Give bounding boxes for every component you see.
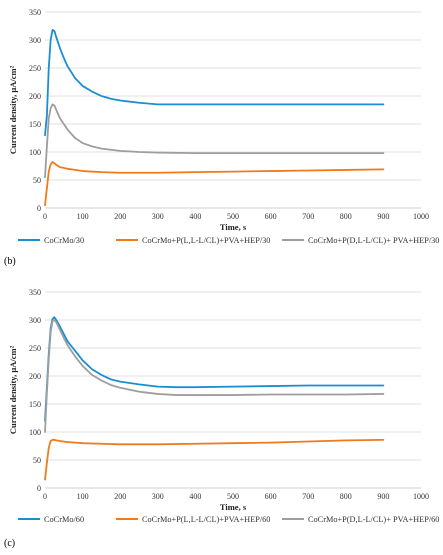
y-tick-label: 300 — [29, 36, 41, 45]
legend-label-2: CoCrMo+P(D,L-L/CL)+ PVA+HEP/30 — [308, 236, 439, 245]
x-tick-label: 1000 — [413, 492, 429, 501]
x-tick-label: 900 — [377, 492, 389, 501]
chart-panel-0: 0 50 100 150 200 250 300 350 0 100 200 300 400 500 600… — [8, 8, 439, 245]
panel-label-b: (b) — [4, 256, 16, 267]
series-line-2 — [44, 103, 385, 179]
x-tick-label: 500 — [227, 212, 239, 221]
x-tick-label: 600 — [265, 212, 277, 221]
x-tick-label: 700 — [302, 492, 314, 501]
x-tick-label: 100 — [77, 212, 89, 221]
legend-label-2: CoCrMo+P(D,L-L/CL)+ PVA+HEP/60 — [308, 515, 439, 524]
panel-label-c: (c) — [4, 538, 16, 549]
x-tick-label: 400 — [189, 492, 201, 501]
x-axis-title: Time, s — [220, 502, 247, 512]
series-line-1 — [44, 438, 385, 481]
y-axis-title: Current density, µA/cm² — [8, 65, 18, 154]
legend-label-1: CoCrMo+P(L,L-L/CL)+PVA+HEP/60 — [142, 515, 270, 524]
y-tick-label: 50 — [33, 456, 41, 465]
y-tick-label: 200 — [29, 372, 41, 381]
x-tick-label: 0 — [43, 212, 47, 221]
x-tick-label: 200 — [114, 492, 126, 501]
legend-label-0: CoCrMo/60 — [44, 515, 84, 524]
series-line-0 — [44, 316, 385, 422]
y-tick-label: 0 — [37, 484, 41, 493]
x-tick-label: 0 — [43, 492, 47, 501]
y-tick-label: 300 — [29, 316, 41, 325]
y-tick-label: 100 — [29, 148, 41, 157]
x-tick-label: 300 — [152, 212, 164, 221]
legend-label-0: CoCrMo/30 — [44, 236, 84, 245]
series-line-0 — [44, 29, 385, 137]
y-axis-title: Current density, µA/cm² — [8, 345, 18, 434]
x-tick-label: 300 — [152, 492, 164, 501]
y-tick-label: 150 — [29, 120, 41, 129]
x-axis-title: Time, s — [220, 222, 247, 232]
x-tick-label: 200 — [114, 212, 126, 221]
y-tick-label: 350 — [29, 8, 41, 17]
y-tick-label: 250 — [29, 64, 41, 73]
x-tick-label: 100 — [77, 492, 89, 501]
y-tick-label: 200 — [29, 92, 41, 101]
x-tick-label: 800 — [340, 492, 352, 501]
x-tick-label: 900 — [377, 212, 389, 221]
y-tick-label: 100 — [29, 428, 41, 437]
x-tick-label: 600 — [265, 492, 277, 501]
x-tick-label: 400 — [189, 212, 201, 221]
x-tick-label: 800 — [340, 212, 352, 221]
y-tick-label: 50 — [33, 176, 41, 185]
series-line-1 — [44, 161, 385, 207]
y-tick-label: 0 — [37, 204, 41, 213]
series-line-2 — [44, 319, 385, 433]
legend-label-1: CoCrMo+P(L,L-L/CL)+PVA+HEP/30 — [142, 236, 270, 245]
x-tick-label: 700 — [302, 212, 314, 221]
chart-panel-1: 0 50 100 150 200 250 300 350 0 100 200 300 400 500 600… — [8, 288, 439, 524]
y-tick-label: 250 — [29, 344, 41, 353]
y-tick-label: 150 — [29, 400, 41, 409]
y-tick-label: 350 — [29, 288, 41, 297]
x-tick-label: 1000 — [413, 212, 429, 221]
x-tick-label: 500 — [227, 492, 239, 501]
